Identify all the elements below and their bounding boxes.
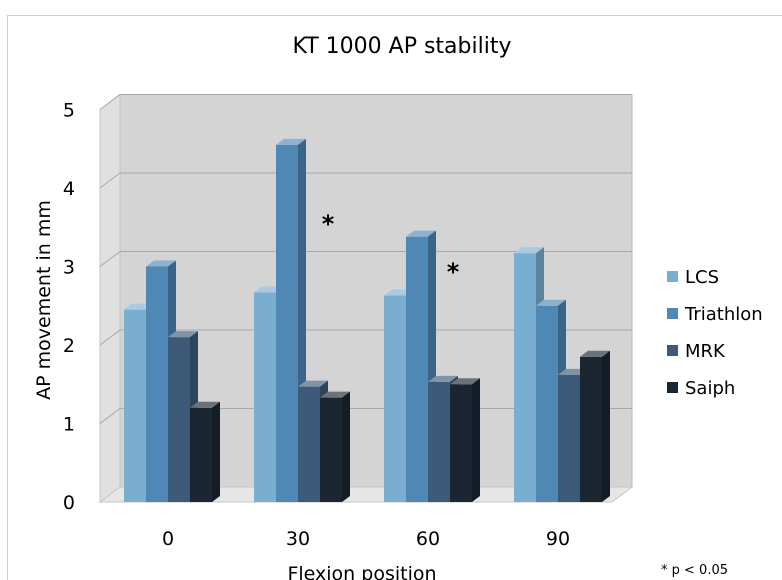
gridline-side <box>99 251 121 267</box>
bar-front <box>384 295 406 502</box>
bar <box>580 350 610 502</box>
bar-side <box>212 401 220 502</box>
bar-front <box>406 236 428 503</box>
gridline-side <box>99 408 121 424</box>
y-tick-label: 1 <box>63 414 75 436</box>
y-tick-label: 4 <box>63 178 75 200</box>
legend-swatch <box>667 308 678 319</box>
legend: LCS Triathlon MRK Saiph <box>667 267 763 399</box>
chart-title: KT 1000 AP stability <box>293 34 512 59</box>
y-tick-label: 5 <box>63 100 75 122</box>
legend-label: LCS <box>685 267 719 288</box>
bar-front <box>450 384 472 502</box>
x-tick-label: 60 <box>416 528 440 550</box>
bar-front <box>320 397 342 502</box>
bar-top <box>146 260 176 267</box>
legend-label: Triathlon <box>684 304 763 325</box>
chart-frame <box>7 15 782 580</box>
legend-label: MRK <box>685 341 726 362</box>
bar-side <box>472 378 480 502</box>
significance-marker: * <box>322 210 335 238</box>
bar-front <box>146 266 168 502</box>
bar-front <box>254 292 276 502</box>
bar-top <box>406 230 436 237</box>
side-wall <box>99 93 121 503</box>
legend-swatch <box>667 382 678 393</box>
x-tick-label: 90 <box>546 528 570 550</box>
legend-swatch <box>667 345 678 356</box>
bar-top <box>276 138 306 145</box>
gridline-side <box>99 94 121 110</box>
bar-front <box>276 144 298 502</box>
bar-front <box>558 374 580 502</box>
bar-side <box>602 350 610 502</box>
bar-top <box>320 391 350 398</box>
x-tick-label: 0 <box>162 528 174 550</box>
footnote: * p < 0.05 <box>661 563 728 578</box>
plot-area: 0 1 2 3 4 5 0 30 60 90 * * <box>63 93 634 550</box>
x-tick-label: 30 <box>286 528 310 550</box>
bar <box>320 391 350 502</box>
bar-top <box>298 380 328 387</box>
bar-front <box>124 309 146 502</box>
bar-front <box>536 305 558 502</box>
gridline-side <box>99 329 121 346</box>
bar-front <box>514 253 536 502</box>
y-tick-label: 2 <box>63 335 75 357</box>
bar-top <box>536 299 566 306</box>
bar-top <box>428 375 458 382</box>
bar-top <box>580 350 610 357</box>
bar <box>190 401 220 502</box>
y-tick-label: 3 <box>63 257 75 279</box>
gridline-side <box>99 172 121 189</box>
bar-front <box>580 356 602 502</box>
bar-top <box>190 401 220 408</box>
bar-front <box>190 407 212 502</box>
x-axis-label: Flexion position <box>287 563 436 580</box>
bar-top <box>168 331 198 338</box>
legend-label: Saiph <box>685 378 735 399</box>
significance-marker: * <box>447 258 460 286</box>
bar-top <box>514 247 544 254</box>
y-tick-label: 0 <box>63 492 75 514</box>
legend-swatch <box>667 271 678 282</box>
y-axis-label: AP movement in mm <box>33 200 55 400</box>
bar-front <box>298 386 320 502</box>
bar <box>450 378 480 502</box>
bar-front <box>428 381 450 502</box>
bar-side <box>342 391 350 502</box>
bar-top <box>450 378 480 385</box>
bar-front <box>168 337 190 502</box>
